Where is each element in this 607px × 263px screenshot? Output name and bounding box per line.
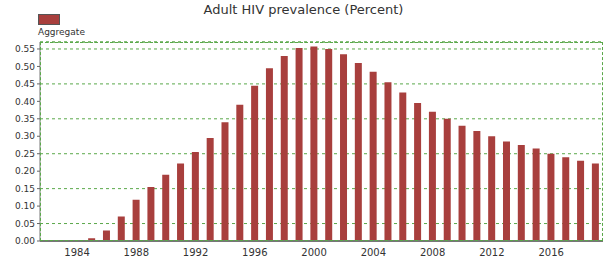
svg-text:0.35: 0.35 [15,114,35,124]
svg-text:1988: 1988 [124,247,149,258]
svg-text:0.00: 0.00 [15,236,35,246]
svg-text:0.50: 0.50 [15,62,35,72]
svg-text:2000: 2000 [301,247,326,258]
svg-text:0.15: 0.15 [15,184,35,194]
svg-text:2012: 2012 [479,247,504,258]
svg-text:0.30: 0.30 [15,131,35,141]
html-text:Adult HIV prevalence (Percent): Adult HIV prevalence (Percent) [203,2,404,17]
svg-text:0.10: 0.10 [15,201,35,211]
html-text:Aggregate: Aggregate [38,27,85,37]
svg-text:1992: 1992 [183,247,208,258]
svg-text:1984: 1984 [64,247,89,258]
svg-text:1996: 1996 [242,247,267,258]
svg-text:0.25: 0.25 [15,149,35,159]
svg-text:2008: 2008 [420,247,445,258]
svg-text:2016: 2016 [538,247,563,258]
svg-text:0.45: 0.45 [15,79,35,89]
svg-text:0.05: 0.05 [15,219,35,229]
svg-text:0.55: 0.55 [15,44,35,54]
svg-text:2004: 2004 [361,247,386,258]
svg-text:0.40: 0.40 [15,97,35,107]
svg-text:0.20: 0.20 [15,166,35,176]
